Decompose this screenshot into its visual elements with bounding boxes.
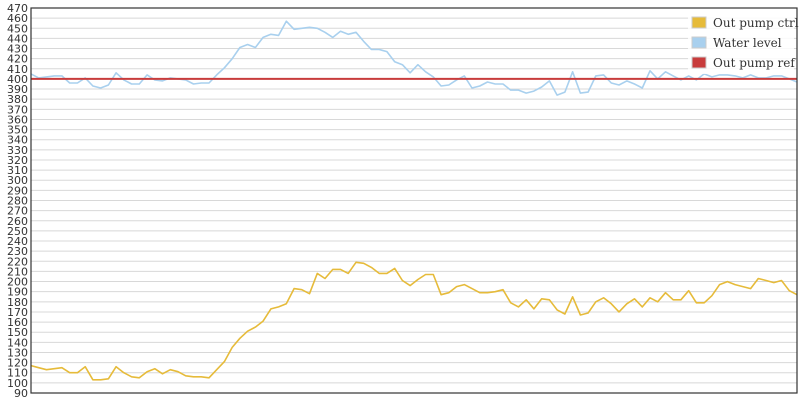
legend-swatch (691, 56, 707, 69)
y-tick-label: 120 (7, 357, 28, 370)
y-tick-label: 240 (7, 235, 28, 248)
y-tick-label: 250 (7, 225, 28, 238)
y-tick-label: 320 (7, 154, 28, 167)
y-tick-label: 100 (7, 377, 28, 390)
y-tick-label: 340 (7, 134, 28, 147)
y-axis-ticks: 9010011012013014015016017018019020021022… (7, 2, 28, 400)
y-tick-label: 170 (7, 306, 28, 319)
y-tick-label: 470 (7, 2, 28, 15)
legend: Out pump ctrl Water level Out pump ref (688, 12, 799, 74)
y-tick-label: 370 (7, 103, 28, 116)
y-tick-label: 360 (7, 113, 28, 126)
y-tick-label: 290 (7, 184, 28, 197)
y-tick-label: 190 (7, 286, 28, 299)
y-tick-label: 420 (7, 53, 28, 66)
y-tick-label: 350 (7, 124, 28, 137)
y-tick-label: 300 (7, 174, 28, 187)
y-tick-label: 110 (7, 367, 28, 380)
y-tick-label: 210 (7, 265, 28, 278)
y-tick-label: 150 (7, 326, 28, 339)
plot-frame (30, 7, 798, 394)
series-lines (30, 20, 798, 381)
y-tick-label: 440 (7, 32, 28, 45)
y-tick-label: 310 (7, 164, 28, 177)
legend-swatch (691, 16, 707, 29)
y-tick-label: 90 (14, 387, 28, 400)
y-tick-label: 130 (7, 346, 28, 359)
y-tick-label: 230 (7, 245, 28, 258)
y-tick-label: 280 (7, 195, 28, 208)
y-tick-label: 270 (7, 205, 28, 218)
y-tick-label: 400 (7, 73, 28, 86)
legend-label: Water level (713, 36, 782, 50)
y-tick-label: 330 (7, 144, 28, 157)
series-line-water-level (30, 20, 798, 96)
y-tick-label: 410 (7, 63, 28, 76)
grid-lines (31, 17, 797, 384)
y-tick-label: 180 (7, 296, 28, 309)
y-tick-label: 140 (7, 336, 28, 349)
y-tick-label: 380 (7, 93, 28, 106)
y-tick-label: 450 (7, 22, 28, 35)
y-tick-label: 390 (7, 83, 28, 96)
y-tick-label: 160 (7, 316, 28, 329)
legend-label: Out pump ref (713, 56, 796, 70)
legend-label: Out pump ctrl (713, 16, 799, 30)
y-tick-label: 430 (7, 43, 28, 56)
series-line-out-pump-ctrl (30, 261, 798, 381)
y-tick-label: 220 (7, 255, 28, 268)
y-tick-label: 200 (7, 276, 28, 289)
legend-swatch (691, 36, 707, 49)
y-tick-label: 460 (7, 12, 28, 25)
y-tick-label: 260 (7, 215, 28, 228)
